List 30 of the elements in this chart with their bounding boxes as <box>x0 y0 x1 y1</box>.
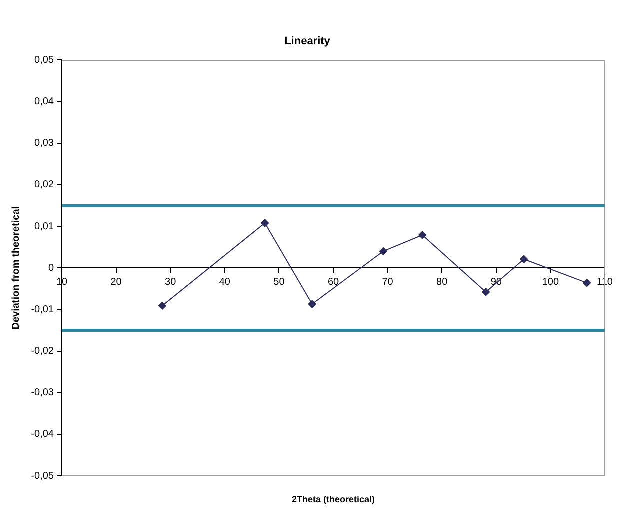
point <box>261 219 270 228</box>
x-axis-title: 2Theta (theoretical) <box>292 494 376 504</box>
point <box>158 302 166 310</box>
y-tick-label: 0,01 <box>34 221 54 232</box>
x-tick-label: 40 <box>219 276 231 288</box>
y-tick-label: 0,05 <box>34 54 54 66</box>
y-tick-label: 0 <box>48 262 54 274</box>
point <box>308 300 316 308</box>
x-tick-label: 30 <box>165 276 177 288</box>
point <box>482 288 490 296</box>
y-tick-label: -0,02 <box>31 346 54 358</box>
chart-title: Linearity <box>284 36 332 48</box>
x-tick-label: 60 <box>328 276 340 288</box>
y-tick-label: 0,02 <box>34 180 54 191</box>
y-tick-label: -0,05 <box>31 470 54 482</box>
y-tick-label: -0,04 <box>31 429 54 440</box>
y-axis-title: Deviation from theoretical <box>10 206 22 330</box>
point <box>418 231 427 240</box>
x-tick-label: 100 <box>542 276 560 288</box>
point <box>583 279 592 288</box>
y-tick-label: 0,03 <box>34 138 54 150</box>
x-tick-label: 70 <box>382 276 394 288</box>
y-tick-label: -0,03 <box>31 388 54 399</box>
point <box>520 255 528 264</box>
x-tick-label: 80 <box>436 276 448 288</box>
point <box>379 247 388 256</box>
x-tick-label: 50 <box>274 276 286 288</box>
y-tick-label: -0,01 <box>31 304 54 316</box>
y-tick-label: 0,04 <box>34 96 54 108</box>
x-tick-label: 20 <box>110 276 122 288</box>
